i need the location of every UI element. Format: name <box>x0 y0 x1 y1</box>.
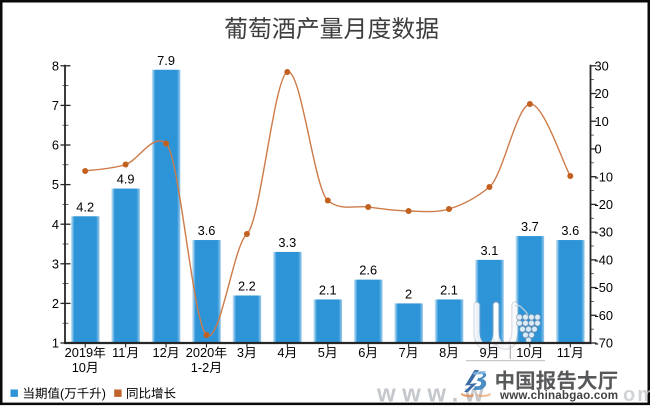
svg-text:8: 8 <box>52 58 59 73</box>
svg-text:30: 30 <box>595 58 609 73</box>
svg-text:3.6: 3.6 <box>198 223 216 238</box>
svg-text:1-2: 1-2 <box>191 360 210 375</box>
svg-text:2.2: 2.2 <box>238 278 256 293</box>
svg-text:10: 10 <box>516 345 530 360</box>
svg-text:11: 11 <box>112 345 125 360</box>
svg-text:-20: -20 <box>595 197 614 212</box>
svg-text:6: 6 <box>52 138 59 153</box>
svg-text:11: 11 <box>557 345 570 360</box>
svg-text:3.7: 3.7 <box>521 219 539 234</box>
svg-text:3.6: 3.6 <box>561 223 579 238</box>
svg-text:2: 2 <box>405 286 412 301</box>
svg-text:5: 5 <box>318 345 325 360</box>
svg-text:12: 12 <box>153 345 167 360</box>
svg-text:-70: -70 <box>595 336 614 351</box>
svg-text:-40: -40 <box>595 252 614 267</box>
svg-text:2.1: 2.1 <box>319 282 337 297</box>
svg-text:7.9: 7.9 <box>157 53 175 68</box>
svg-text:om: om <box>623 384 650 406</box>
svg-text:8: 8 <box>439 345 446 360</box>
svg-text:-10: -10 <box>595 169 614 184</box>
svg-text:): ) <box>102 387 106 401</box>
svg-text:6: 6 <box>358 345 365 360</box>
svg-text:2: 2 <box>52 296 59 311</box>
svg-text:7: 7 <box>399 345 406 360</box>
svg-text:4.9: 4.9 <box>117 172 135 187</box>
svg-text:20: 20 <box>595 86 609 101</box>
svg-text:4: 4 <box>277 345 284 360</box>
svg-text:10: 10 <box>595 114 609 129</box>
svg-text:-50: -50 <box>595 280 614 295</box>
svg-text:2.1: 2.1 <box>440 282 458 297</box>
svg-text:-60: -60 <box>595 308 614 323</box>
svg-text:2.6: 2.6 <box>359 263 377 278</box>
svg-text:4: 4 <box>52 217 59 232</box>
svg-text:7: 7 <box>52 98 59 113</box>
svg-text:3.1: 3.1 <box>481 243 499 258</box>
svg-text:3.3: 3.3 <box>278 235 296 250</box>
svg-text:2020: 2020 <box>186 345 214 360</box>
svg-text:0: 0 <box>595 142 602 157</box>
svg-text:10: 10 <box>72 360 86 375</box>
svg-text:4.2: 4.2 <box>76 199 94 214</box>
svg-text:9: 9 <box>480 345 487 360</box>
svg-text:3: 3 <box>52 256 59 271</box>
svg-text:1: 1 <box>52 336 59 351</box>
svg-text:2019: 2019 <box>65 345 93 360</box>
svg-text:-30: -30 <box>595 225 614 240</box>
svg-text:(: ( <box>60 387 65 401</box>
svg-text:5: 5 <box>52 177 59 192</box>
svg-text:www.chinabgao.com: www.chinabgao.com <box>499 389 618 402</box>
svg-text:3: 3 <box>237 345 244 360</box>
